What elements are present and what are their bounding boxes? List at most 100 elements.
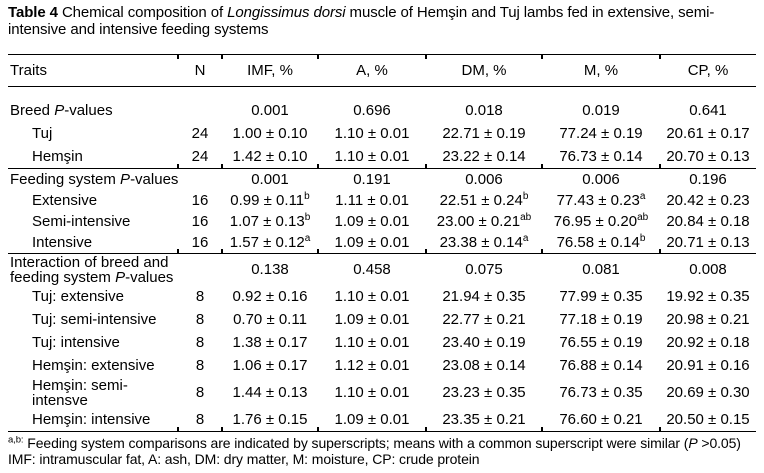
section-row-interaction: Interaction of breed and feeding system P…: [8, 253, 756, 286]
caption-text: Chemical composition of: [57, 4, 228, 21]
n-cell: [178, 169, 222, 191]
row-label: Hemşin: intensive: [32, 411, 151, 428]
row-label: Feeding system: [10, 171, 121, 188]
imf-cell: 1.00 ± 0.10: [232, 125, 308, 142]
dm-cell: 23.35 ± 0.21: [425, 408, 542, 432]
row-label: Hemşin: semi-: [32, 376, 128, 394]
cp-cell: 20.84 ± 0.18: [666, 213, 750, 230]
n-cell: [178, 254, 222, 286]
a-cell: 1.12 ± 0.01: [334, 357, 410, 374]
dm-cell: 23.08 ± 0.14: [442, 357, 526, 374]
a-cell: 0.458: [353, 261, 391, 278]
cell-value: 76.58 ± 0.14: [556, 234, 640, 251]
row-label: Hemşin: [32, 148, 83, 165]
m-cell: 76.55 ± 0.19: [559, 334, 643, 351]
cell-value: 77.43 ± 0.23: [556, 192, 640, 209]
significance-superscript: a: [304, 233, 311, 244]
imf-cell: 1.38 ± 0.17: [232, 334, 308, 351]
a-cell: 1.10 ± 0.01: [317, 145, 426, 169]
row-label: Extensive: [32, 192, 98, 209]
row-label-cell: Hemşin: semi-intensve: [8, 377, 178, 408]
significance-superscript: b: [304, 212, 311, 223]
row-label-cell: Feeding system P-values: [8, 169, 178, 191]
m-cell: 76.73 ± 0.14: [541, 145, 660, 169]
row-label-cell: Extensive: [8, 190, 178, 211]
col-header-cp: CP, %: [659, 53, 756, 87]
dm-cell: 0.006: [465, 171, 503, 188]
table-caption: Table 4 Chemical composition of Longissi…: [8, 4, 758, 38]
m-cell: 0.019: [582, 102, 620, 119]
n-cell: 16: [177, 232, 222, 254]
footnote-text: Feeding system comparisons are indicated…: [23, 435, 689, 451]
row-label-suffix: -values: [64, 102, 113, 119]
footnote-abbreviations: IMF: intramuscular fat, A: ash, DM: dry …: [8, 451, 480, 467]
row-label-cell: Intensive: [8, 232, 178, 254]
a-cell: 1.10 ± 0.01: [334, 384, 410, 401]
cp-cell: 0.008: [689, 261, 727, 278]
data-row-extensive: Extensive 16 0.99 ± 0.11b 1.11 ± 0.01 22…: [8, 190, 756, 211]
a-cell: 1.10 ± 0.01: [334, 288, 410, 305]
imf-cell: 1.57 ± 0.12a: [221, 232, 318, 254]
significance-superscript: b: [639, 233, 646, 244]
row-label-cell: Hemşin: intensive: [8, 408, 178, 432]
row-label: Tuj: extensive: [32, 288, 124, 305]
imf-cell: 1.42 ± 0.10: [221, 145, 318, 169]
n-cell: 24: [177, 145, 222, 169]
cell-value: 23.00 ± 0.21: [436, 213, 521, 230]
m-cell: 76.60 ± 0.21: [541, 408, 660, 432]
row-label-suffix: -values: [125, 268, 174, 286]
cp-cell: 0.196: [689, 171, 727, 188]
cell-value: 0.99 ± 0.11: [230, 192, 305, 209]
significance-superscript: a: [639, 191, 646, 202]
significance-superscript: ab: [520, 212, 532, 223]
m-cell: 0.006: [582, 171, 620, 188]
a-cell: 1.09 ± 0.01: [317, 232, 426, 254]
m-cell: 0.081: [582, 261, 620, 278]
dm-cell: 22.77 ± 0.21: [442, 311, 526, 328]
row-label-italic: P: [54, 102, 65, 119]
m-cell: 76.88 ± 0.14: [559, 357, 643, 374]
col-header-traits: Traits: [10, 62, 47, 79]
data-row-tuj-semi-intensive: Tuj: semi-intensive 8 0.70 ± 0.11 1.09 ±…: [8, 308, 756, 331]
cp-cell: 20.92 ± 0.18: [666, 334, 750, 351]
n-cell: 8: [195, 288, 205, 305]
table-number: Table 4: [8, 4, 58, 21]
m-cell: 77.24 ± 0.19: [559, 125, 643, 142]
caption-latin-name: Longissimus dorsi: [227, 4, 346, 21]
col-header-imf: IMF, %: [221, 53, 318, 87]
row-label-cell: Hemşin: [8, 145, 178, 169]
dm-cell: 23.38 ± 0.14a: [425, 232, 542, 254]
cp-cell: 0.641: [689, 102, 727, 119]
cp-cell: 20.98 ± 0.21: [666, 311, 750, 328]
dm-cell: 22.51 ± 0.24b: [426, 190, 542, 211]
col-header-n: N: [177, 53, 222, 87]
data-row-semi-intensive: Semi-intensive 16 1.07 ± 0.13b 1.09 ± 0.…: [8, 211, 756, 232]
dm-cell: 22.71 ± 0.19: [442, 125, 526, 142]
m-cell: 76.73 ± 0.35: [559, 384, 643, 401]
m-cell: 76.58 ± 0.14b: [541, 232, 660, 254]
row-label: Tuj: semi-intensive: [32, 311, 157, 328]
row-label-cell: Interaction of breed and feeding system P…: [8, 254, 178, 286]
dm-cell: 0.075: [465, 261, 503, 278]
data-row-hemsin-extensive: Hemşin: extensive 8 1.06 ± 0.17 1.12 ± 0…: [8, 354, 756, 377]
row-label-cell: Tuj: [8, 122, 178, 145]
footnote-text-end: >0.05): [697, 435, 741, 451]
row-label-cell: Semi-intensive: [8, 211, 178, 232]
n-cell: 8: [177, 408, 222, 432]
significance-superscript: b: [304, 191, 310, 202]
row-label: Breed: [10, 102, 55, 119]
row-label: Intensive: [32, 234, 93, 251]
a-cell: 0.696: [353, 102, 391, 119]
dm-cell: 23.23 ± 0.35: [442, 384, 526, 401]
row-label-italic: P: [115, 268, 126, 286]
a-cell: 1.10 ± 0.01: [334, 125, 410, 142]
imf-cell: 0.001: [251, 171, 289, 188]
composition-table: Traits N IMF, % A, % DM, % M, % CP, % Br…: [8, 53, 756, 432]
row-label: Tuj: [32, 125, 53, 142]
dm-cell: 21.94 ± 0.35: [442, 288, 526, 305]
cp-cell: 20.91 ± 0.16: [666, 357, 750, 374]
n-cell: [178, 87, 222, 123]
a-cell: 0.191: [353, 171, 391, 188]
dm-cell: 23.00 ± 0.21ab: [426, 211, 542, 232]
